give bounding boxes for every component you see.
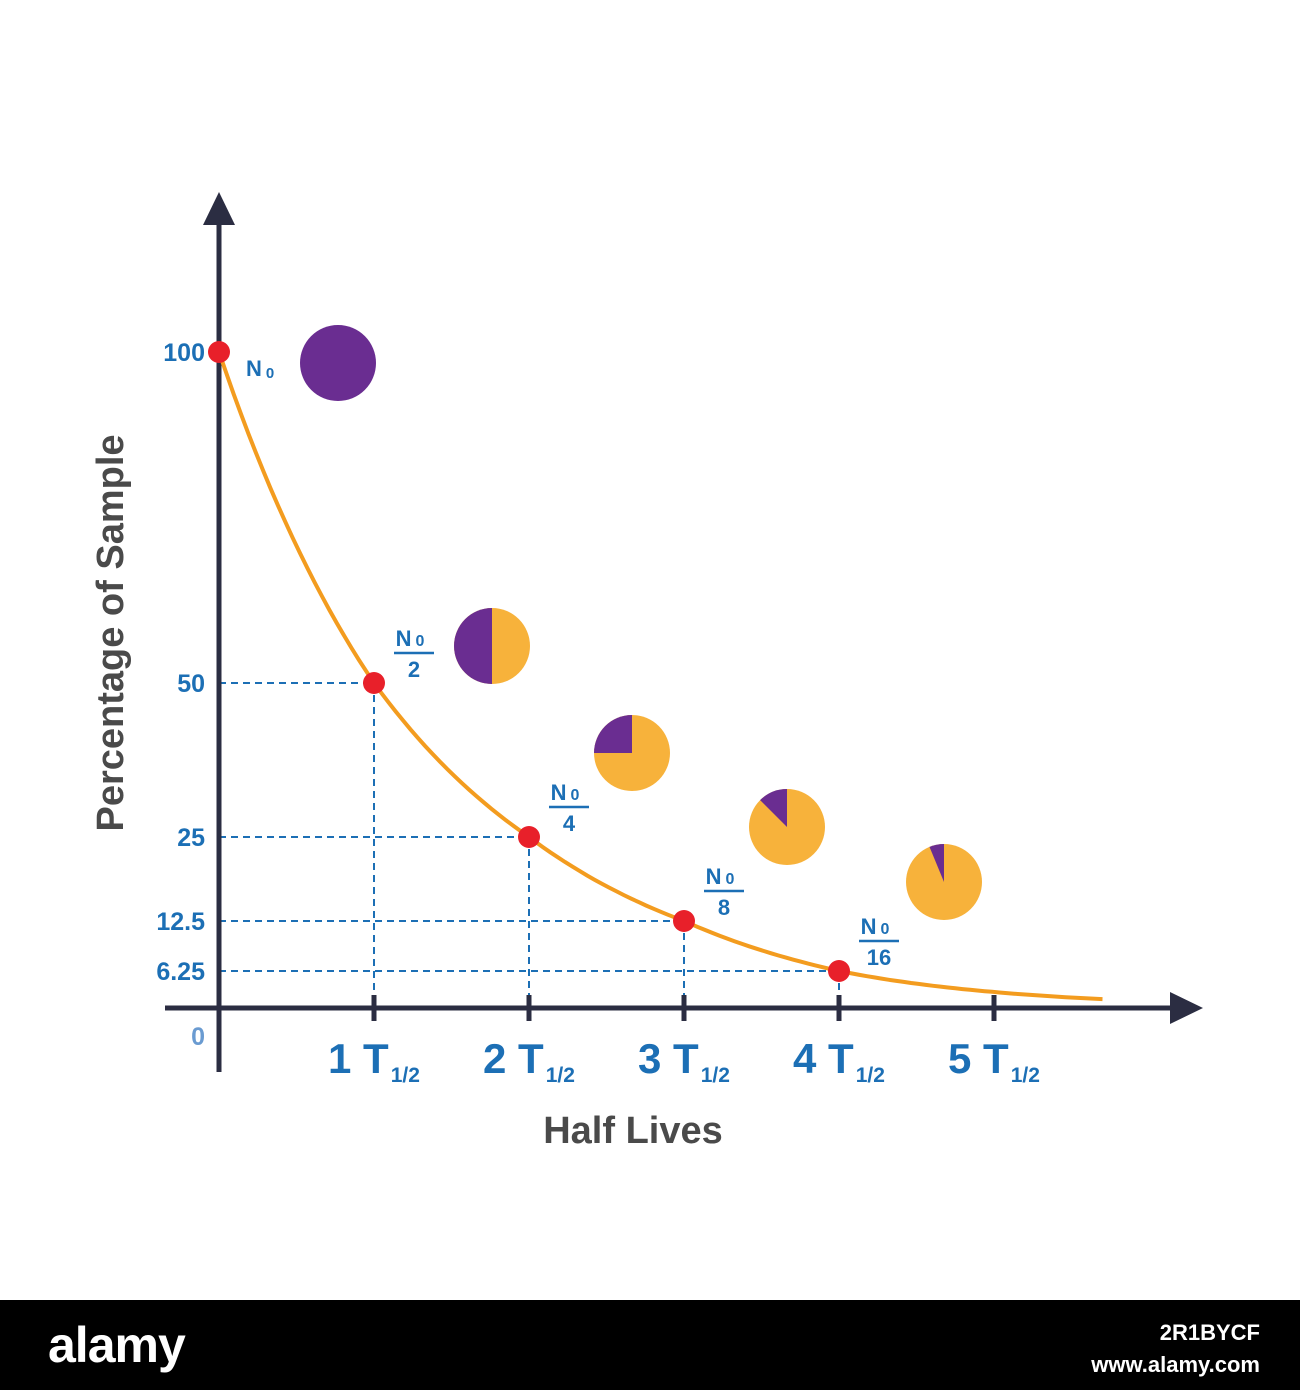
data-point-4: [828, 960, 850, 982]
y-tick-labels: 100 50 25 12.5 6.25 0: [156, 339, 205, 1051]
pie-remaining-3: [760, 788, 787, 827]
pie-remaining-2: [594, 715, 632, 753]
x-ticks: [371, 995, 997, 1021]
data-point-0: [208, 341, 230, 363]
footer-bar: alamy 2R1BYCF www.alamy.com: [0, 1300, 1300, 1390]
y-axis-title: Percentage of Sample: [90, 434, 132, 831]
pie-4: [906, 844, 982, 920]
x-tick-label-sub-5: 1/2: [1011, 1064, 1040, 1087]
label-numerator-sub-3: 0: [725, 871, 734, 888]
y-tick-label-0: 100: [163, 339, 205, 367]
pie-remaining-1: [454, 608, 492, 684]
decay-curve: [217, 351, 1103, 1002]
pie-2: [594, 715, 670, 791]
x-tick-label-sub-1: 1/2: [391, 1064, 420, 1087]
pie-remaining-0: [300, 325, 376, 401]
data-points: [208, 341, 850, 982]
label-numerator-sub-1: 0: [415, 633, 424, 650]
data-point-2: [518, 826, 540, 848]
x-tick-label-4: 4 T1/2: [793, 1035, 885, 1087]
axes: [165, 192, 1203, 1072]
x-axis-title: Half Lives: [543, 1110, 723, 1152]
label-denominator-1: 2: [408, 657, 420, 682]
y-axis-arrow: [203, 192, 235, 225]
x-tick-label-sub-4: 1/2: [856, 1064, 885, 1087]
x-tick-label-5: 5 T1/2: [948, 1035, 1040, 1087]
pie-3: [749, 788, 825, 865]
pie-0: [300, 325, 376, 401]
x-tick-label-sub-3: 1/2: [701, 1064, 730, 1087]
x-tick-label-sub-2: 1/2: [546, 1064, 575, 1087]
y-tick-label-3: 12.5: [156, 908, 205, 936]
half-life-chart: N 0 N 0 2 N 0 4 N 0 8 N 0 16 100 50 25 12.5 6.25 0 1 T1/2 2…: [90, 192, 1203, 1152]
image-id: 2R1BYCF: [1159, 1320, 1260, 1345]
x-tick-label-1: 1 T1/2: [328, 1035, 420, 1087]
brand-logo: alamy: [48, 1317, 186, 1373]
y-tick-label-5: 0: [191, 1023, 205, 1051]
x-tick-label-2: 2 T1/2: [483, 1035, 575, 1087]
label-numerator-sub-4: 0: [880, 921, 889, 938]
label-denominator-2: 4: [563, 811, 576, 836]
label-numerator-sub-2: 0: [570, 787, 579, 804]
y-tick-label-2: 25: [177, 824, 205, 852]
pie-remaining-4: [929, 844, 944, 882]
site-url: www.alamy.com: [1091, 1352, 1260, 1377]
pie-1: [454, 608, 530, 684]
y-tick-label-1: 50: [177, 670, 205, 698]
label-n0-sub-0: 0: [266, 365, 274, 382]
x-axis-arrow: [1170, 992, 1203, 1024]
label-denominator-4: 16: [867, 945, 891, 970]
data-point-3: [673, 910, 695, 932]
x-tick-labels: 1 T1/2 2 T1/2 3 T1/2 4 T1/2 5 T1/2: [328, 1035, 1040, 1087]
point-labels: N 0 N 0 2 N 0 4 N 0 8 N 0 16: [246, 356, 899, 970]
data-point-1: [363, 672, 385, 694]
y-tick-label-4: 6.25: [156, 958, 205, 986]
sample-pies: [300, 325, 982, 920]
label-denominator-3: 8: [718, 895, 730, 920]
x-tick-label-3: 3 T1/2: [638, 1035, 730, 1087]
